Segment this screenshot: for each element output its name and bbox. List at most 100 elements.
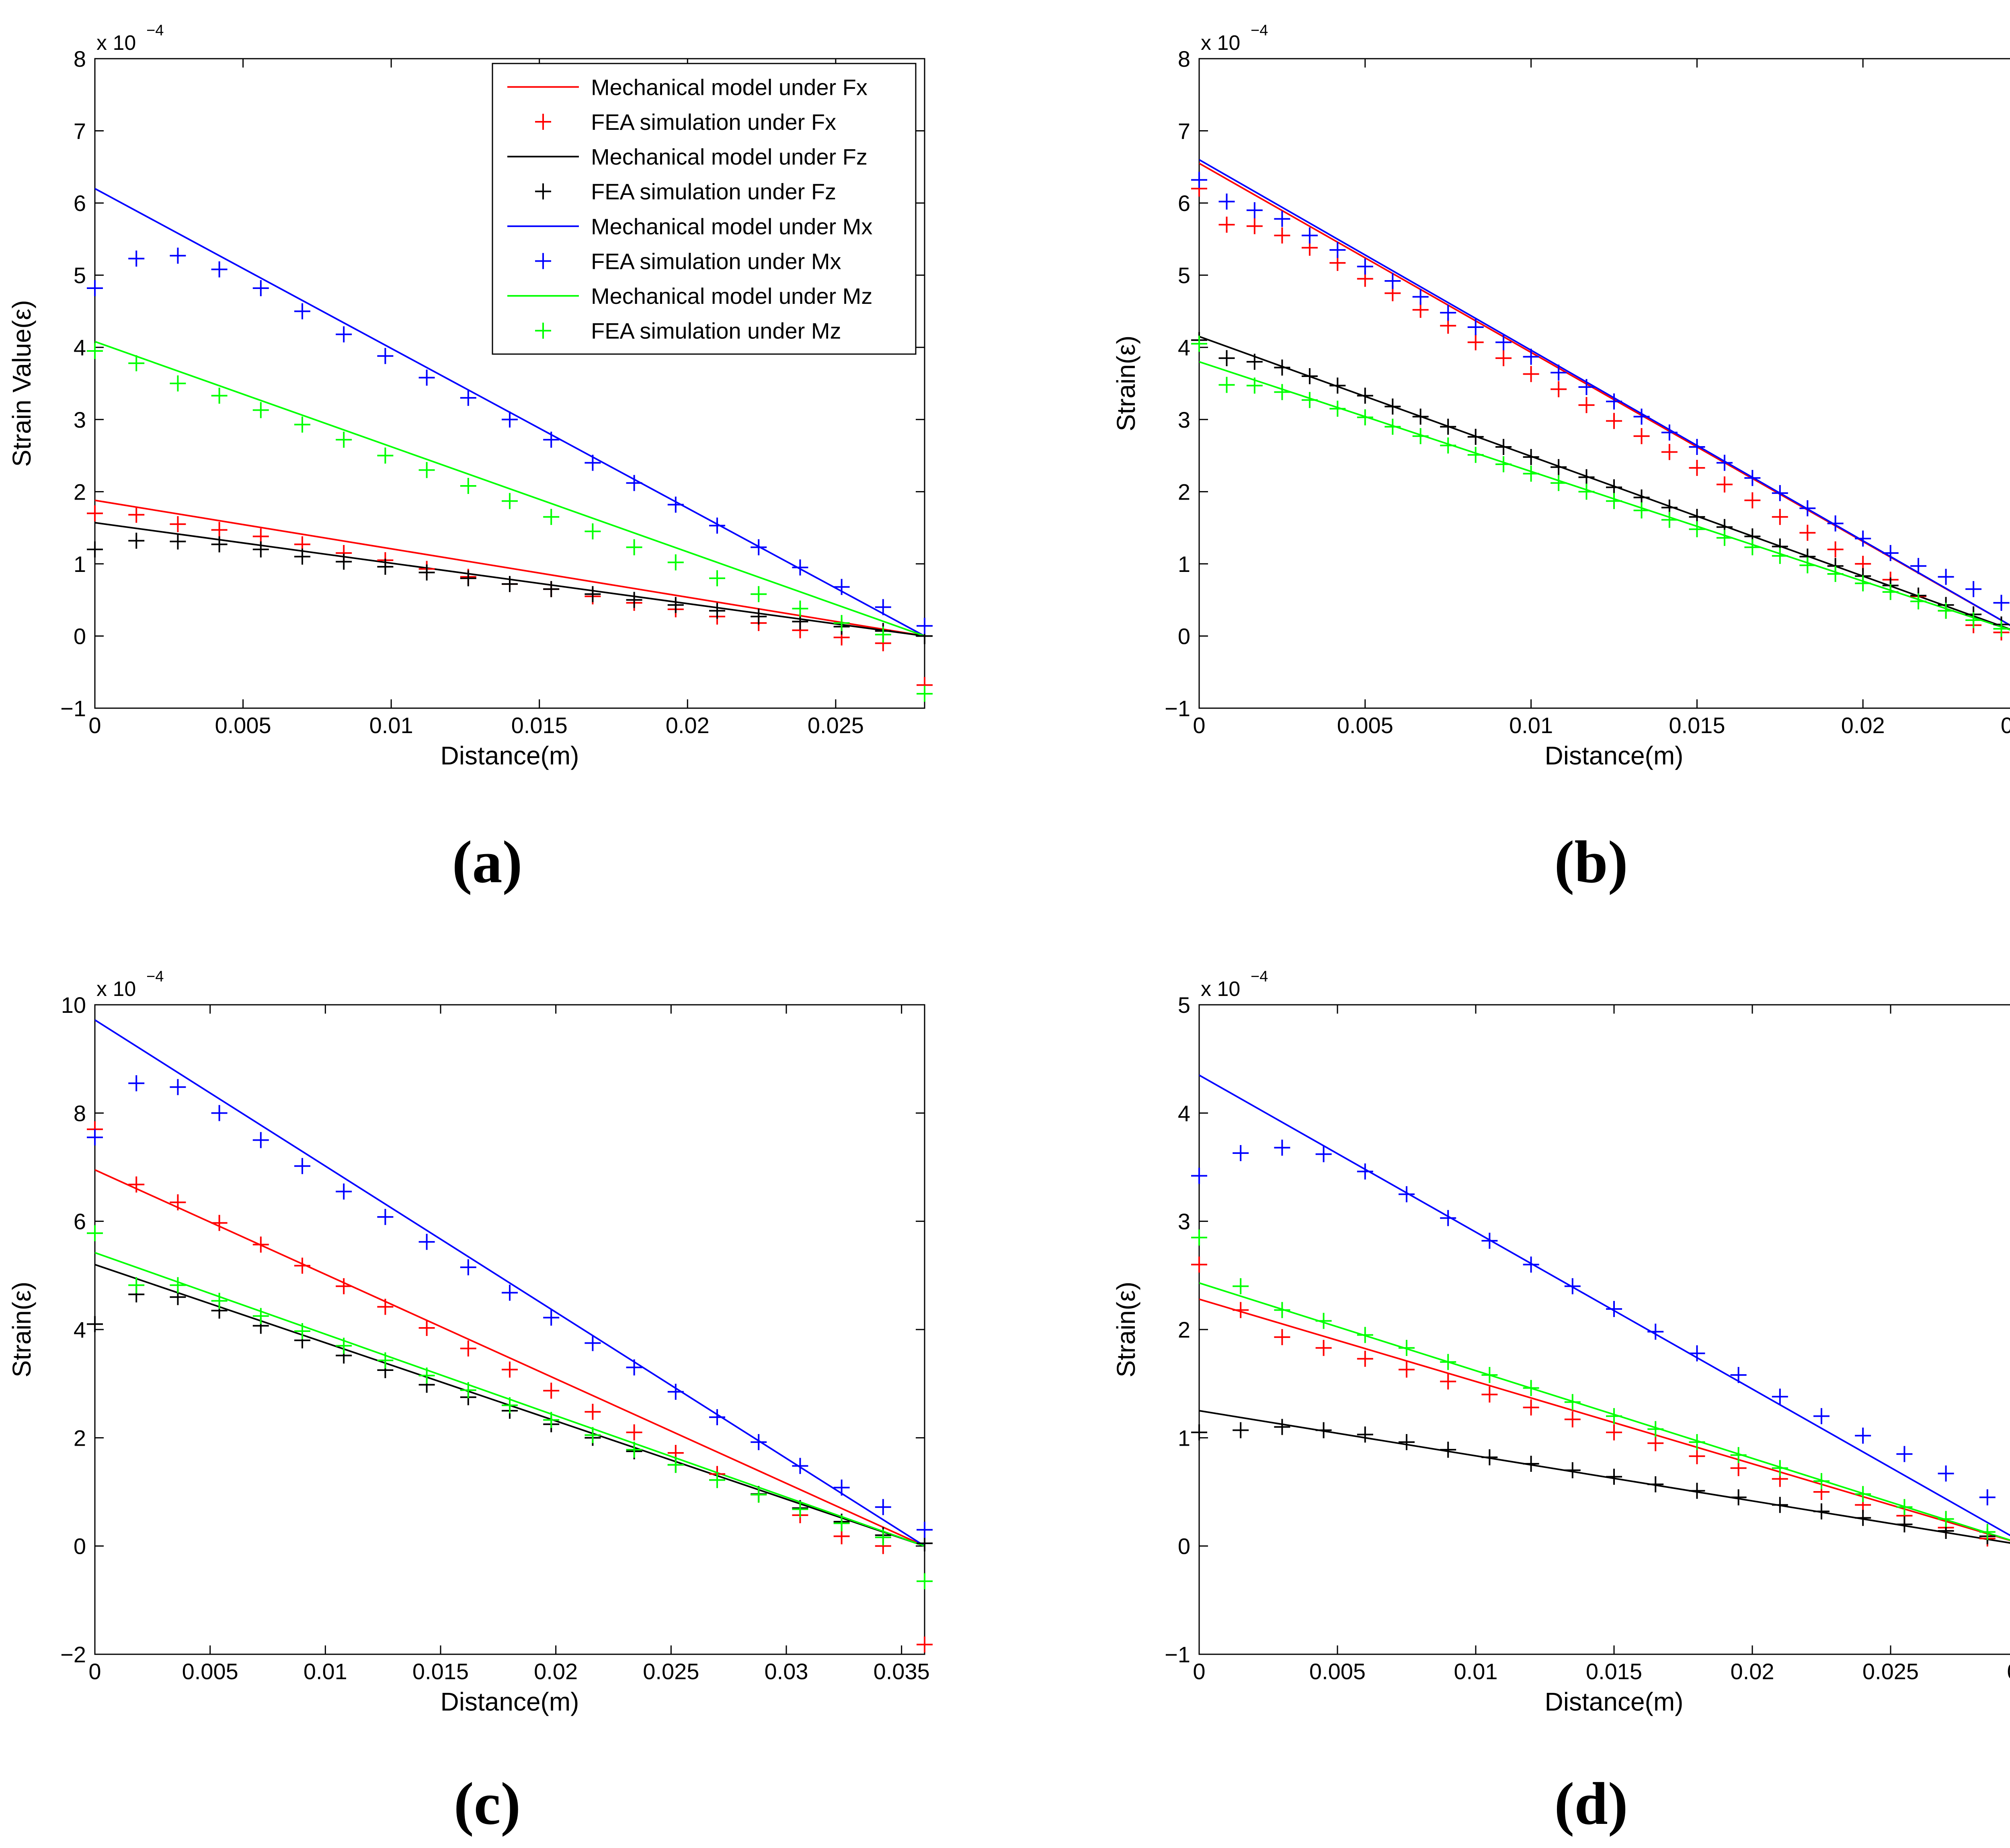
- fea-marker: [252, 1308, 269, 1324]
- panel-label: (b): [1554, 829, 1628, 895]
- fea-marker: [792, 600, 808, 617]
- fea-marker: [1191, 1168, 1207, 1184]
- fea-marker: [87, 1129, 103, 1145]
- fea-marker: [1744, 470, 1761, 486]
- fea-marker: [1315, 1422, 1332, 1438]
- fea-marker: [1938, 1465, 1954, 1482]
- model-line-mechanical-model-under-mz: [95, 340, 925, 637]
- fea-marker: [917, 1636, 933, 1653]
- fea-marker: [211, 387, 228, 404]
- fea-marker: [1218, 216, 1235, 233]
- x-tick-label: 0.015: [412, 1659, 469, 1684]
- fea-marker: [543, 509, 560, 525]
- fea-marker: [709, 1409, 725, 1426]
- fea-marker: [336, 326, 352, 342]
- fea-marker: [460, 1382, 476, 1398]
- fea-marker: [1578, 469, 1595, 486]
- fea-marker: [1191, 172, 1207, 188]
- fea-marker: [585, 1403, 601, 1420]
- legend-entry-label: Mechanical model under Mz: [591, 283, 872, 309]
- fea-marker: [1523, 465, 1539, 482]
- fea-marker: [1274, 1302, 1290, 1318]
- fea-series-fea-simulation-under-mx: [87, 248, 933, 634]
- y-tick-label: 4: [74, 335, 86, 360]
- fea-marker: [1772, 509, 1788, 525]
- x-axis-label: Distance(m): [441, 1687, 579, 1716]
- y-tick-label: 7: [1178, 119, 1190, 144]
- x-tick-label: 0: [88, 713, 101, 738]
- fea-marker: [1730, 1447, 1747, 1463]
- fea-marker: [626, 1441, 642, 1458]
- fea-marker: [1938, 1511, 1954, 1527]
- fea-marker: [1440, 1373, 1456, 1390]
- fea-marker: [1233, 1422, 1249, 1438]
- x-tick-label: 0.025: [643, 1659, 699, 1684]
- x-tick-label: 0.005: [1337, 713, 1393, 738]
- fea-marker: [1772, 1460, 1788, 1476]
- fea-marker: [1315, 1146, 1332, 1162]
- fea-marker: [875, 1529, 891, 1546]
- fea-marker: [128, 533, 145, 549]
- fea-marker: [1716, 530, 1733, 546]
- x-tick-label: 0.025: [2001, 713, 2010, 738]
- fea-marker: [792, 1501, 808, 1518]
- fea-marker: [1647, 1476, 1664, 1493]
- fea-marker: [1606, 413, 1622, 429]
- fea-marker: [336, 432, 352, 448]
- fea-marker: [792, 1458, 808, 1474]
- fea-marker: [502, 576, 518, 592]
- fea-marker: [1882, 584, 1899, 600]
- fea-marker: [1412, 289, 1429, 305]
- fea-marker: [336, 1183, 352, 1200]
- fea-marker: [1633, 502, 1650, 519]
- y-tick-label: 6: [1178, 191, 1190, 216]
- fea-marker: [1647, 1421, 1664, 1437]
- panel-label: (d): [1554, 1770, 1628, 1837]
- x-tick-label: 0.015: [511, 713, 568, 738]
- fea-marker: [585, 586, 601, 602]
- fea-marker: [1564, 1394, 1581, 1410]
- fea-marker: [1481, 1386, 1498, 1403]
- y-tick-label: −2: [60, 1642, 86, 1667]
- legend: Mechanical model under Fx FEA simulation …: [492, 63, 917, 355]
- fea-marker: [1689, 460, 1705, 476]
- x-tick-label: 0.005: [182, 1659, 238, 1684]
- fea-marker: [377, 348, 394, 364]
- fea-marker: [585, 523, 601, 540]
- fea-marker: [875, 626, 891, 643]
- y-tick-label: 4: [1178, 335, 1190, 360]
- fea-marker: [1384, 418, 1401, 435]
- x-tick-label: 0.01: [1454, 1659, 1498, 1684]
- fea-marker: [128, 1277, 145, 1293]
- legend-entry-label: Mechanical model under Fx: [591, 74, 868, 100]
- fea-marker: [833, 1515, 850, 1532]
- fea-marker: [1523, 449, 1539, 465]
- fea-marker: [294, 1323, 310, 1340]
- x-tick-label: 0: [88, 1659, 101, 1684]
- fea-marker: [1606, 1408, 1622, 1424]
- y-tick-label: 7: [74, 119, 86, 144]
- fea-marker: [543, 432, 560, 448]
- fea-marker: [543, 1309, 560, 1326]
- fea-marker: [1551, 459, 1567, 475]
- fea-marker: [1799, 500, 1816, 516]
- y-tick-label: 2: [1178, 479, 1190, 504]
- fea-marker: [585, 1427, 601, 1443]
- fea-marker: [1481, 1367, 1498, 1383]
- fea-marker: [917, 1573, 933, 1590]
- fea-marker: [170, 375, 186, 391]
- fea-marker: [1412, 428, 1429, 445]
- fea-marker: [1440, 1210, 1456, 1226]
- legend-box: [492, 63, 917, 355]
- x-tick-label: 0.02: [534, 1659, 578, 1684]
- fea-marker: [502, 1397, 518, 1414]
- y-exponent-power: −4: [1251, 968, 1268, 985]
- fea-marker: [294, 548, 310, 565]
- fea-marker: [377, 447, 394, 464]
- fea-marker: [128, 506, 145, 523]
- fea-series-fea-simulation-under-fx: [87, 1121, 933, 1653]
- fea-marker: [1481, 1233, 1498, 1249]
- fea-marker: [1523, 1256, 1539, 1273]
- fea-series-fea-simulation-under-mz: [87, 1225, 933, 1590]
